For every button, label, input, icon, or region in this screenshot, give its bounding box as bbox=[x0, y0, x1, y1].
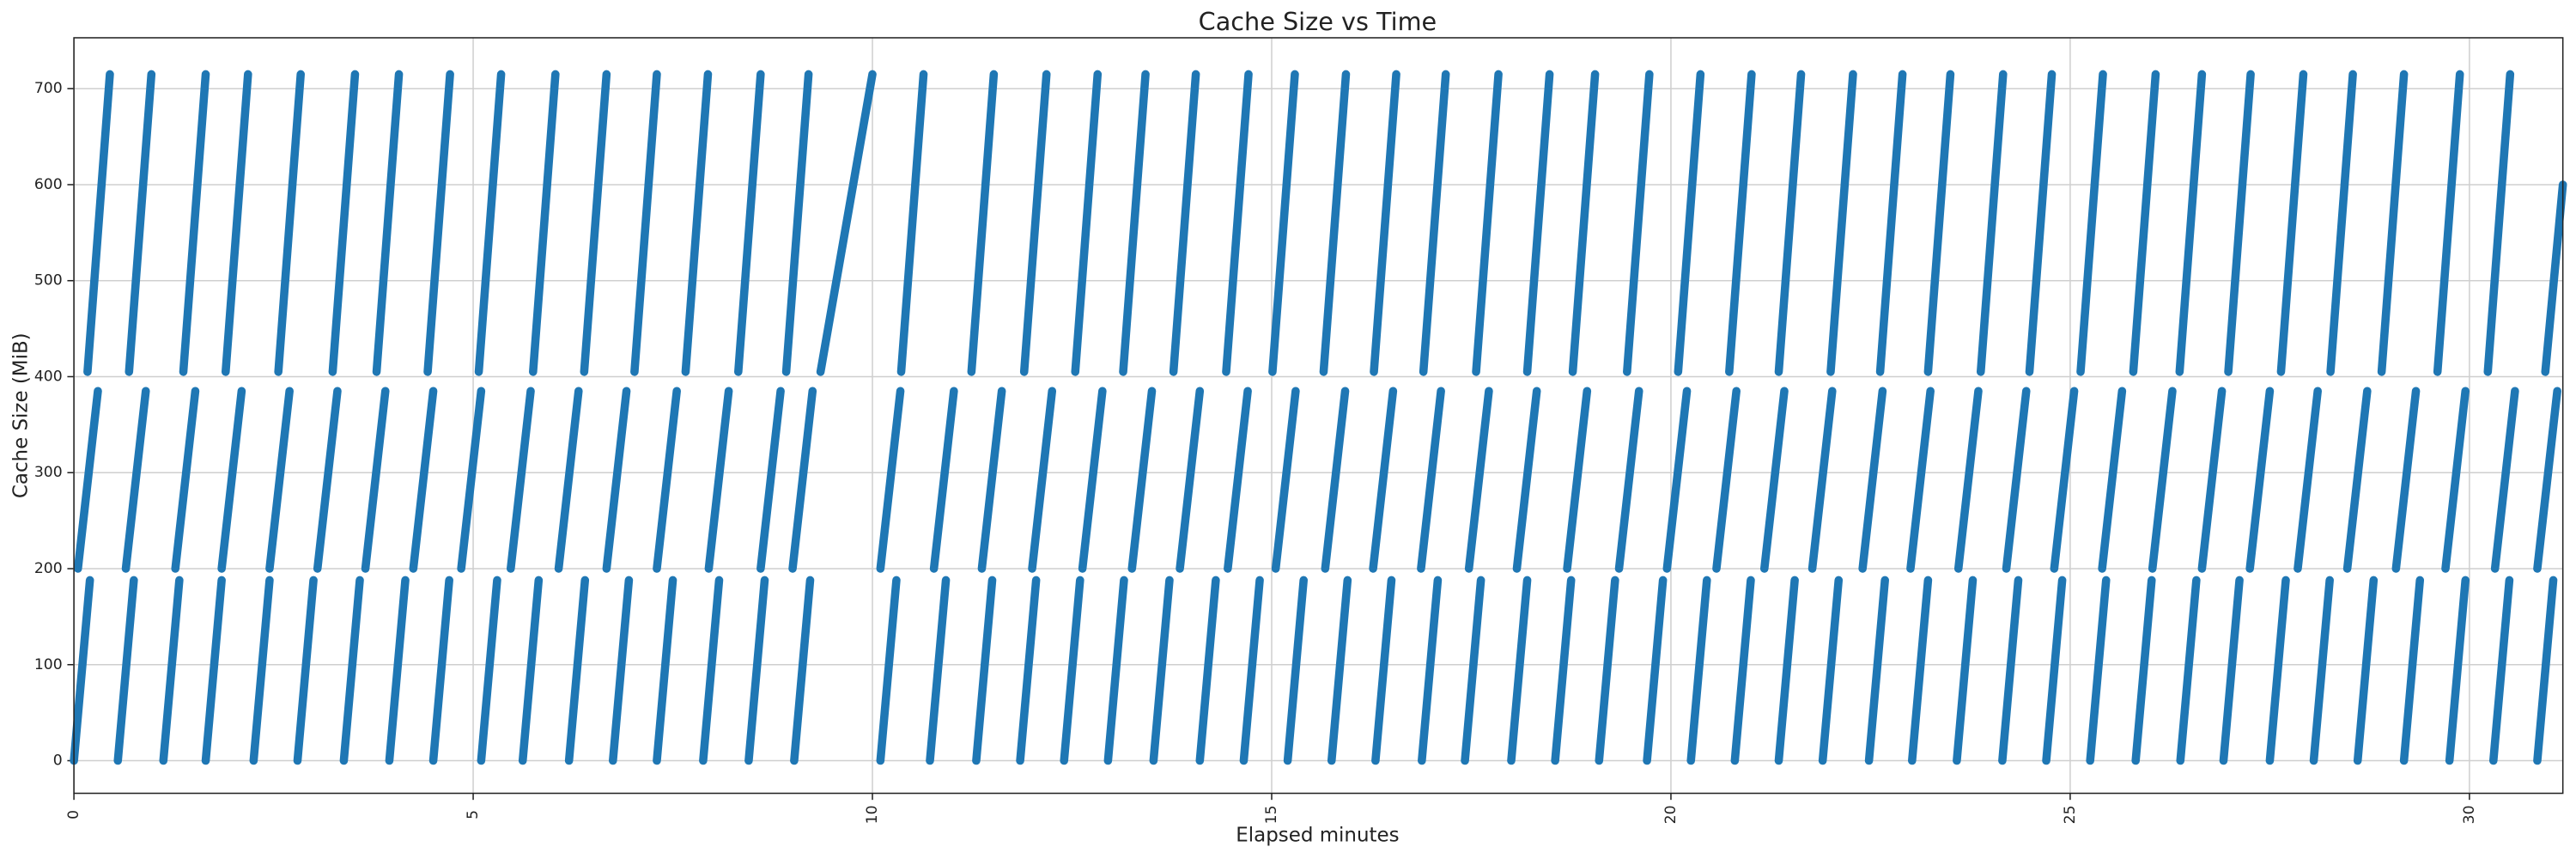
plot-frame bbox=[73, 37, 2564, 795]
data-line bbox=[70, 70, 2567, 765]
x-tick-label: 20 bbox=[1662, 805, 1680, 824]
y-tick-label: 200 bbox=[34, 560, 63, 577]
x-tick-label: 10 bbox=[864, 805, 881, 824]
x-tick-label: 30 bbox=[2461, 805, 2478, 824]
y-tick-label: 700 bbox=[34, 80, 63, 97]
x-tick-label: 5 bbox=[465, 810, 482, 819]
y-tick-label: 100 bbox=[34, 656, 63, 673]
x-tick-label: 0 bbox=[65, 810, 82, 819]
x-axis-label: Elapsed minutes bbox=[1236, 825, 1399, 847]
y-tick-label: 600 bbox=[34, 176, 63, 193]
x-tick-label: 15 bbox=[1263, 805, 1280, 824]
y-tick-label: 0 bbox=[53, 752, 63, 770]
y-tick-label: 300 bbox=[34, 464, 63, 481]
y-axis-label: Cache Size (MiB) bbox=[9, 332, 32, 498]
y-tick-label: 500 bbox=[34, 272, 63, 289]
x-tick-label: 25 bbox=[2062, 805, 2079, 824]
chart-title: Cache Size vs Time bbox=[1199, 7, 1437, 36]
y-tick-label: 400 bbox=[34, 368, 63, 385]
